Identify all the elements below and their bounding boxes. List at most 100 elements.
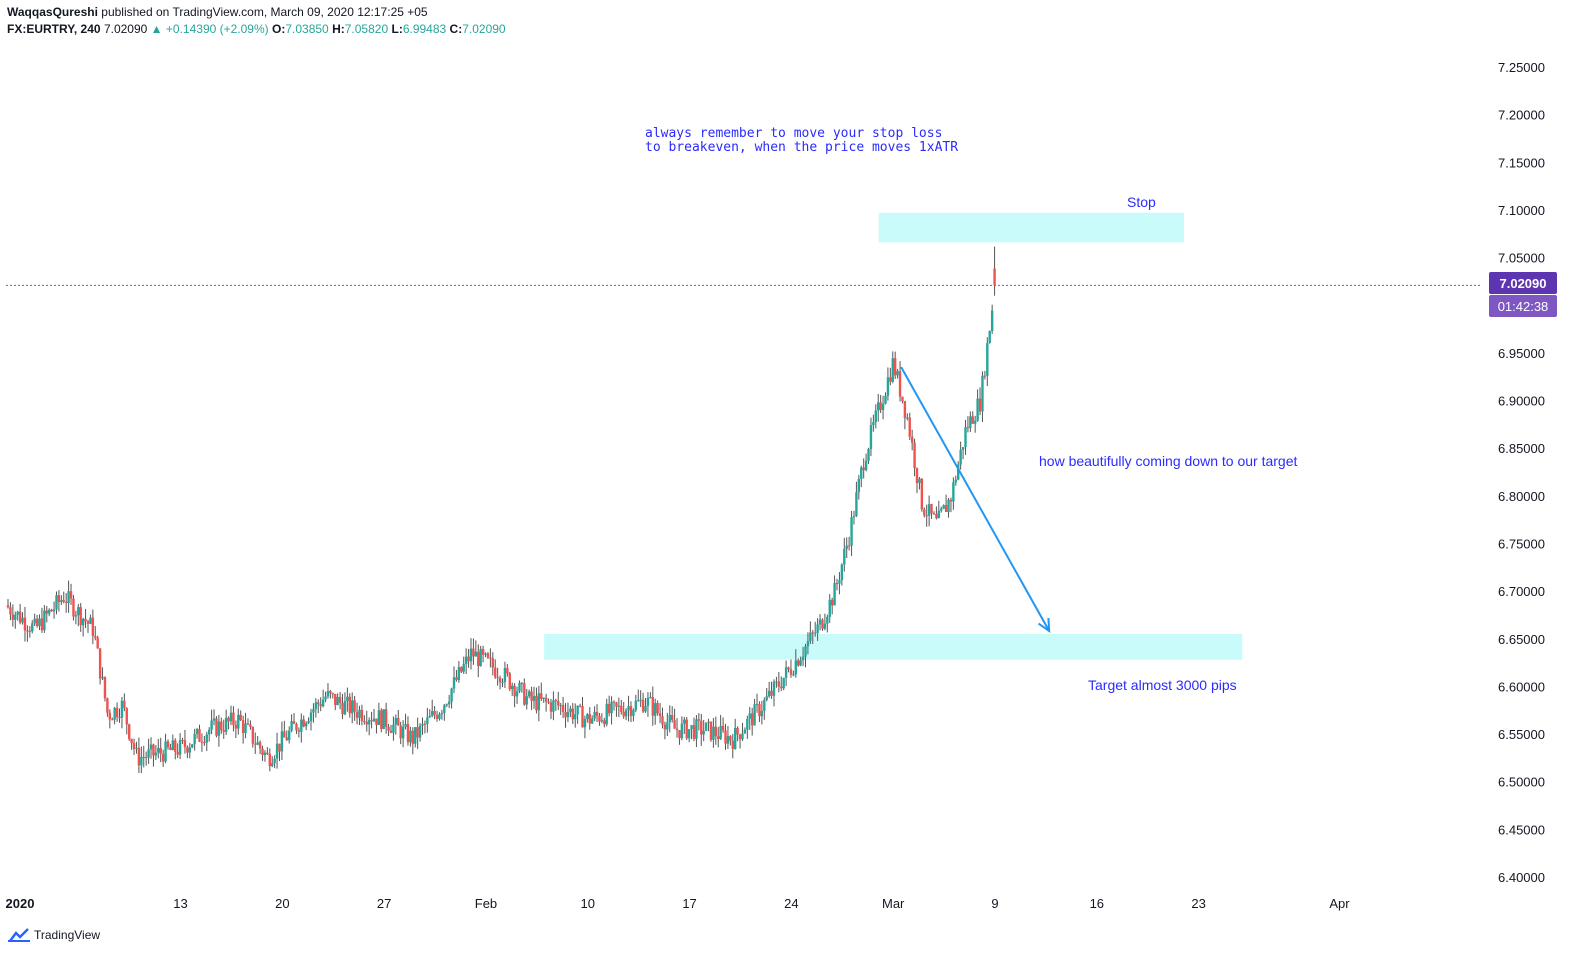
candle-body bbox=[498, 677, 502, 683]
low-label: L: bbox=[391, 22, 403, 36]
author-name[interactable]: WaqqasQureshi bbox=[7, 5, 98, 19]
candle-body bbox=[620, 705, 623, 712]
candle-body bbox=[452, 677, 456, 689]
candle-body bbox=[813, 632, 817, 634]
annotation-stop[interactable]: Stop bbox=[1127, 194, 1156, 210]
candle-body bbox=[79, 607, 82, 626]
candle-body bbox=[874, 410, 877, 423]
candle-body bbox=[758, 704, 761, 717]
candle-body bbox=[809, 632, 812, 642]
candle-body bbox=[215, 718, 218, 736]
candle-body bbox=[334, 693, 337, 706]
candle-body bbox=[443, 705, 446, 713]
candle-body bbox=[292, 721, 296, 724]
candle-body bbox=[908, 417, 911, 437]
tradingview-logo[interactable]: TradingView bbox=[7, 928, 100, 942]
time-axis[interactable]: 2020 13 20 27 Feb 10 17 24 Mar 9 16 23 Apr bbox=[6, 896, 1351, 911]
candle-body bbox=[399, 725, 402, 739]
symbol-label[interactable]: FX:EURTRY, 240 bbox=[7, 22, 101, 36]
candle-body bbox=[637, 700, 640, 702]
candle-body bbox=[590, 718, 594, 724]
candle-body bbox=[365, 721, 368, 725]
candle-body bbox=[581, 706, 584, 728]
candle-body bbox=[624, 710, 628, 717]
candle-body bbox=[302, 719, 305, 727]
candle-body bbox=[283, 731, 286, 738]
candle-body bbox=[872, 422, 875, 426]
candle-body bbox=[486, 653, 490, 658]
candle-body bbox=[351, 700, 354, 714]
candle-body bbox=[973, 420, 977, 424]
candle-body bbox=[692, 725, 696, 739]
candle-body bbox=[157, 747, 160, 753]
arrow-head[interactable] bbox=[1037, 617, 1051, 634]
candle-body bbox=[258, 742, 262, 749]
candle-body bbox=[678, 730, 681, 739]
candle-body bbox=[540, 693, 543, 699]
candle-body bbox=[183, 740, 187, 748]
candle-body bbox=[191, 744, 194, 748]
candle-body bbox=[144, 757, 148, 759]
candle-body bbox=[18, 611, 22, 623]
candle-body bbox=[464, 656, 468, 665]
candle-body bbox=[445, 704, 448, 706]
candle-body bbox=[106, 698, 109, 713]
candle-body bbox=[561, 705, 565, 712]
candle-body bbox=[494, 667, 497, 678]
candle-body bbox=[765, 696, 768, 701]
candle-body bbox=[721, 725, 725, 731]
trend-arrow[interactable] bbox=[900, 366, 1051, 634]
candle-body bbox=[229, 712, 233, 722]
candle-body bbox=[234, 724, 238, 729]
candle-body bbox=[910, 436, 914, 443]
candle-body bbox=[55, 595, 58, 610]
candle-body bbox=[627, 706, 630, 711]
zones-layer bbox=[544, 212, 1243, 660]
candle-body bbox=[462, 664, 465, 672]
candle-body bbox=[120, 700, 124, 718]
annotation-stop-loss-1[interactable]: always remember to move your stop loss bbox=[645, 126, 942, 141]
annotation-target[interactable]: Target almost 3000 pips bbox=[1088, 677, 1237, 693]
x-tick-label: 10 bbox=[581, 896, 595, 911]
candle-body bbox=[341, 702, 344, 715]
candle-body bbox=[702, 730, 705, 735]
annotation-target-comment[interactable]: how beautifully coming down to our targe… bbox=[1039, 453, 1297, 469]
candle-body bbox=[171, 740, 175, 750]
candle-body bbox=[287, 730, 291, 741]
candle-body bbox=[605, 703, 608, 725]
stop-zone[interactable] bbox=[878, 212, 1185, 243]
candle-body bbox=[147, 749, 150, 758]
price-axis[interactable]: 7.25000 7.20000 7.15000 7.10000 7.05000 6.950… bbox=[1498, 60, 1545, 885]
candle-body bbox=[598, 715, 601, 722]
candle-body bbox=[224, 717, 228, 732]
candle-body bbox=[232, 712, 235, 725]
candle-body bbox=[869, 425, 873, 450]
candle-body bbox=[646, 697, 650, 706]
candle-body bbox=[811, 632, 814, 634]
candle-body bbox=[843, 548, 846, 565]
candle-body bbox=[920, 478, 924, 510]
candle-body bbox=[33, 618, 36, 624]
candle-body bbox=[416, 727, 419, 738]
candle-body bbox=[137, 747, 141, 766]
candle-body bbox=[661, 716, 664, 725]
candle-body bbox=[680, 723, 684, 739]
candle-body bbox=[411, 730, 415, 744]
candle-body bbox=[988, 331, 991, 344]
candle-body bbox=[118, 717, 121, 719]
candle-body bbox=[947, 499, 950, 512]
candle-body bbox=[67, 591, 70, 603]
candle-body bbox=[709, 721, 713, 740]
candle-body bbox=[324, 696, 327, 700]
candle-body bbox=[879, 402, 882, 411]
candle-body bbox=[200, 741, 204, 743]
arrow-shaft[interactable] bbox=[900, 366, 1051, 632]
candle-body bbox=[108, 712, 112, 720]
annotation-stop-loss-2[interactable]: to breakeven, when the price moves 1xATR bbox=[645, 140, 958, 155]
candle-body bbox=[961, 447, 965, 450]
target-zone[interactable] bbox=[544, 634, 1243, 660]
candle-body bbox=[712, 726, 715, 740]
candle-body bbox=[574, 714, 577, 720]
candle-body bbox=[731, 740, 734, 749]
